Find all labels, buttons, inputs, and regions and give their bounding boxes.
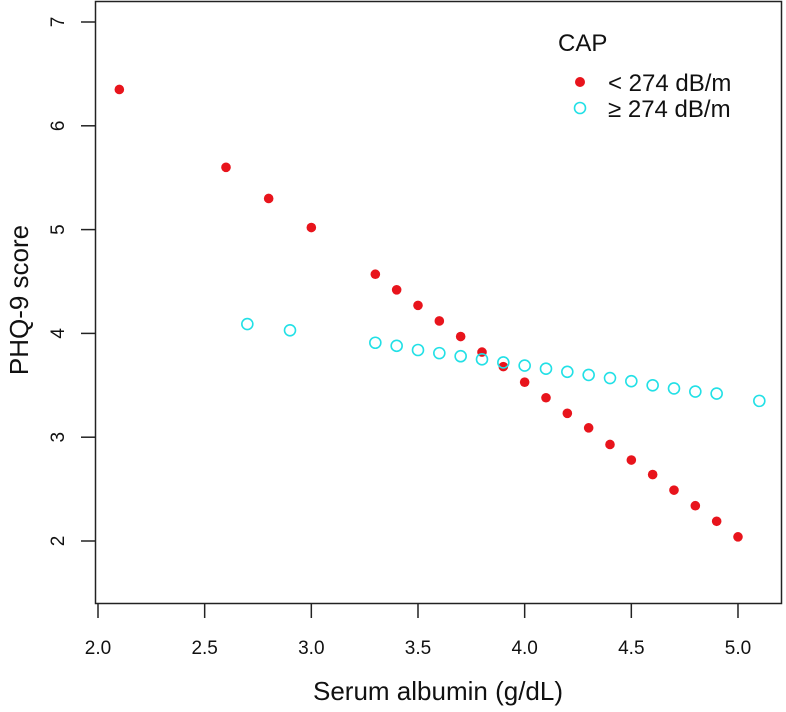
x-axis-title: Serum albumin (g/dL) [313,676,563,706]
y-tick-label: 4 [48,328,69,339]
y-tick-label: 6 [48,121,69,132]
point-high-cap [518,359,531,372]
point-high-cap [753,394,766,408]
x-tick-label: 2.5 [191,638,217,659]
point-high-cap [582,368,595,382]
point-low-cap [733,532,743,542]
point-low-cap [541,392,551,403]
point-low-cap [690,500,701,511]
y-tick-label: 7 [48,17,69,28]
point-high-cap [454,349,467,363]
x-tick-label: 4.5 [618,638,644,659]
point-low-cap [519,377,530,387]
point-low-cap [114,84,125,95]
point-low-cap [583,423,594,433]
point-low-cap [434,316,445,326]
x-tick-label: 4.0 [511,638,537,659]
point-high-cap [369,336,382,350]
legend-marker-high-cap [573,101,587,115]
x-tick-label: 3.0 [298,638,324,659]
point-high-cap [475,353,489,366]
legend: CAP < 274 dB/m ≥ 274 dB/m [558,30,731,123]
point-high-cap [603,371,617,385]
y-axis: 2 3 4 5 6 7 [48,17,96,547]
point-high-cap [241,317,254,331]
legend-marker-low-cap [575,77,585,87]
point-high-cap [497,356,510,369]
legend-title: CAP [558,30,607,57]
point-high-cap [283,323,297,337]
legend-label-high-cap: ≥ 274 dB/m [608,96,731,123]
point-low-cap [413,300,423,311]
point-low-cap [711,516,722,527]
point-high-cap [646,378,659,392]
point-low-cap [221,162,231,173]
point-low-cap [498,361,509,372]
y-tick-label: 5 [48,224,69,235]
x-tick-label: 5.0 [725,638,751,659]
point-low-cap [306,222,317,233]
point-high-cap [411,343,425,357]
point-low-cap [455,331,466,342]
point-high-cap [667,382,681,395]
x-tick-label: 3.5 [405,638,431,659]
plot-frame [94,0,783,605]
point-low-cap [647,469,658,480]
point-high-cap [710,387,723,400]
point-low-cap [669,485,679,495]
y-tick-label: 2 [48,536,69,547]
y-axis-title: PHQ-9 score [4,225,34,375]
point-low-cap [562,408,573,419]
point-low-cap [626,455,637,465]
point-high-cap [625,374,638,388]
point-high-cap [433,346,446,360]
point-high-cap [561,365,574,379]
legend-label-low-cap: < 274 dB/m [608,70,731,97]
point-low-cap [605,439,615,450]
point-low-cap [370,269,381,280]
data-points [114,84,766,542]
x-axis: 2.0 2.5 3.0 3.5 4.0 4.5 5.0 [85,604,751,659]
point-high-cap [539,362,553,375]
point-low-cap [263,193,274,204]
y-tick-label: 3 [48,432,69,443]
point-high-cap [689,385,702,398]
point-high-cap [390,339,403,353]
x-tick-label: 2.0 [85,638,111,659]
point-low-cap [391,285,402,295]
